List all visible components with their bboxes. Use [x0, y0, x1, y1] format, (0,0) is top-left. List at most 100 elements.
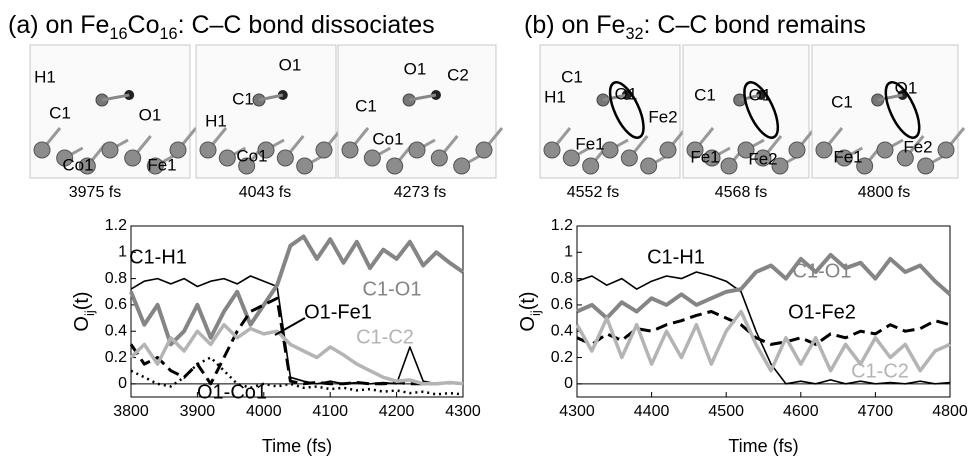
y-tick-label: 0.2	[105, 349, 127, 366]
atom-label: O1	[139, 105, 162, 124]
x-tick-label: 4600	[783, 403, 819, 420]
snapshot-time: 4552 fs	[567, 184, 619, 201]
y-tick-label: 0	[118, 375, 127, 392]
y-tick-label: 1	[564, 244, 573, 261]
atom	[56, 149, 74, 167]
atom	[737, 141, 755, 159]
x-tick-label: 3900	[180, 403, 216, 420]
atom	[917, 157, 935, 175]
atom	[582, 157, 600, 175]
atom-label: Co1	[236, 146, 267, 165]
atom	[937, 141, 955, 159]
series-line	[129, 322, 464, 386]
x-tick-label: 4300	[559, 403, 595, 420]
y-axis-label: Oij(t)	[71, 291, 97, 331]
atom-label: C1	[694, 85, 716, 104]
atom	[475, 141, 493, 159]
atom	[771, 157, 789, 175]
snapshot-time: 4043 fs	[239, 184, 291, 201]
snapshot-time: 3975 fs	[69, 184, 121, 201]
atom	[856, 157, 874, 175]
series-label: C1-C2	[851, 360, 909, 382]
series-label: C1-O1	[363, 278, 422, 300]
text-part: O	[71, 316, 93, 332]
highlight	[608, 81, 645, 139]
highlight	[743, 81, 780, 139]
atom-label: C1	[355, 96, 377, 115]
bond	[408, 93, 437, 102]
atom	[218, 149, 236, 167]
series-line	[129, 296, 464, 386]
atom-label: O1	[615, 84, 638, 103]
series-line	[576, 252, 952, 321]
highlight	[884, 81, 921, 139]
text-part: (a) on Fe	[8, 11, 109, 39]
subscript: 32	[625, 25, 643, 43]
series-line	[129, 234, 465, 347]
snapshot-time: 4273 fs	[394, 184, 446, 201]
x-tick-label: 4800	[932, 403, 968, 420]
series-label: C1-H1	[129, 246, 187, 268]
x-tick-label: 4300	[445, 403, 481, 420]
y-tick-label: 0	[564, 375, 573, 392]
subscript: 16	[159, 25, 177, 43]
x-tick-label: 4200	[379, 403, 415, 420]
series-label: C1-H1	[647, 246, 705, 268]
x-tick-label: 4400	[634, 403, 670, 420]
atom-label: Fe1	[575, 134, 604, 153]
atom	[146, 157, 164, 175]
atom-label: Fe2	[648, 107, 677, 126]
series-line	[576, 310, 951, 346]
atom	[754, 149, 772, 167]
series-label: C1-C2	[356, 326, 414, 348]
x-tick-label: 4700	[858, 403, 894, 420]
subscript: ij	[528, 310, 543, 316]
x-tick-label: 4000	[246, 403, 282, 420]
x-tick-label: 4100	[312, 403, 348, 420]
snapshot-time: 4568 fs	[715, 184, 767, 201]
bond	[101, 93, 130, 102]
atom-label: C1	[49, 103, 71, 122]
atom	[815, 141, 833, 159]
atom	[686, 141, 704, 159]
snapshot-time: 4800 fs	[858, 184, 910, 201]
atom-label: H1	[544, 87, 566, 106]
atom	[876, 141, 894, 159]
atom	[33, 141, 51, 159]
atom	[720, 157, 738, 175]
text-part: (b) on Fe	[524, 11, 625, 39]
atom-label: O1	[404, 59, 427, 78]
y-tick-label: 0.2	[551, 349, 573, 366]
atom-label: H1	[205, 111, 227, 130]
atom-label: H1	[34, 67, 56, 86]
y-tick-label: 0.4	[105, 322, 127, 339]
rich-text: (a) on Fe16Co16: C–C bond dissociates	[8, 11, 435, 44]
y-tick-label: 1	[118, 244, 127, 261]
rich-text: (b) on Fe32: C–C bond remains	[524, 11, 866, 44]
subscript: ij	[82, 310, 97, 316]
atom	[430, 149, 448, 167]
atom-label: Fe2	[903, 137, 932, 156]
atom-label: C1	[232, 89, 254, 108]
atom-label: Fe1	[147, 155, 176, 174]
atom-label: O1	[749, 85, 772, 104]
y-tick-label: 0.8	[105, 270, 127, 287]
atom	[562, 149, 580, 167]
atom	[896, 149, 914, 167]
text-part: O	[517, 316, 539, 332]
text-part: (t)	[517, 291, 539, 310]
bond	[877, 93, 903, 102]
bond	[602, 93, 628, 102]
series-label: O1-Fe1	[304, 301, 372, 323]
y-tick-label: 1.2	[105, 217, 127, 234]
atom	[543, 141, 561, 159]
series-label: O1-Co1	[197, 381, 267, 403]
atom	[601, 141, 619, 159]
atom-label: C1	[561, 67, 583, 86]
atom	[315, 141, 333, 159]
atom	[408, 141, 426, 159]
x-axis-label: Time (fs)	[728, 436, 798, 456]
atom	[101, 141, 119, 159]
plot-frame	[130, 225, 464, 398]
atom-label: O1	[279, 55, 302, 74]
